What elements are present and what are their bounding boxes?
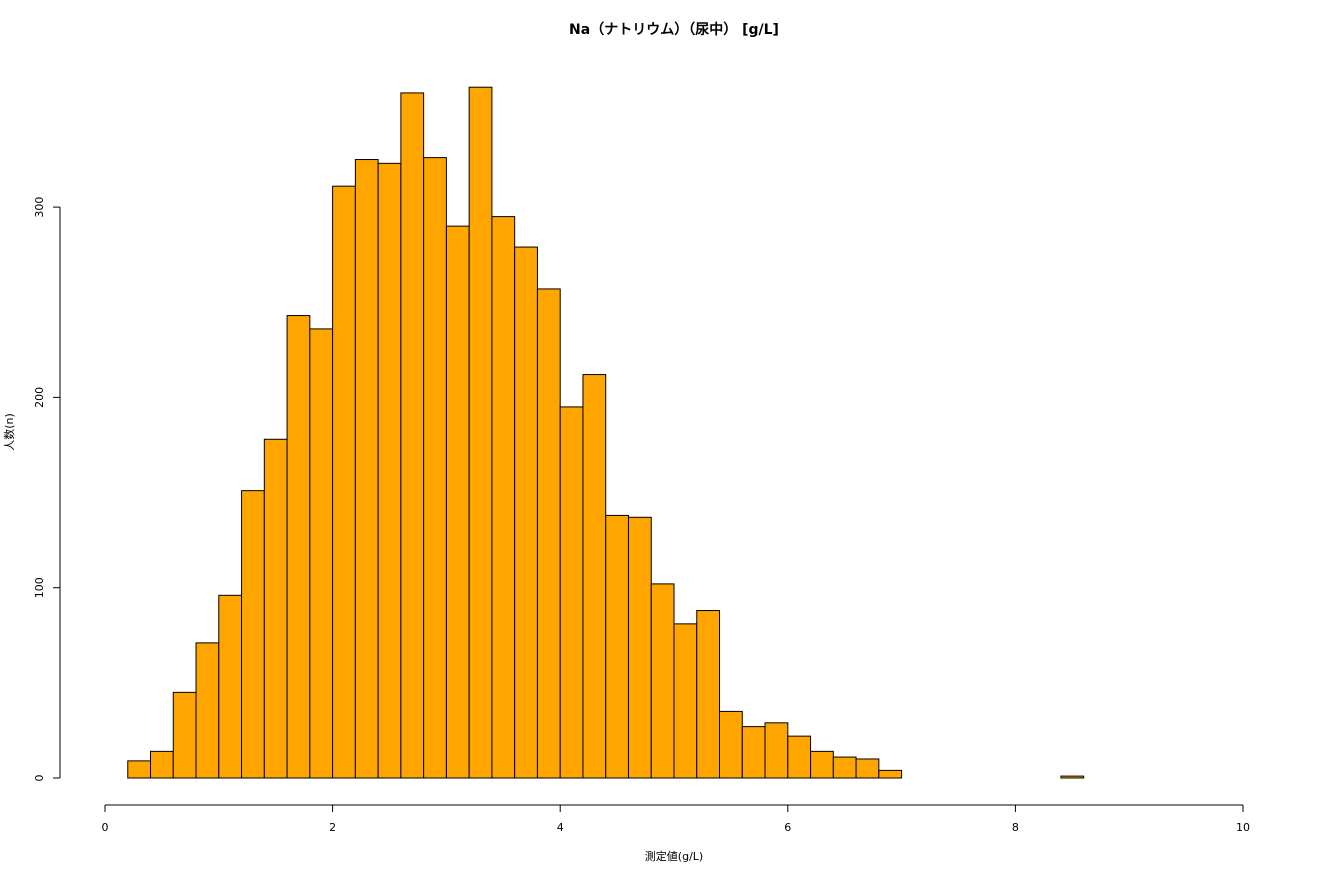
- bar: [582, 374, 607, 779]
- bar: [377, 162, 402, 779]
- bar: [559, 406, 584, 779]
- bar: [878, 769, 903, 779]
- bar: [241, 490, 265, 779]
- bar: [150, 750, 174, 779]
- bar: [468, 86, 493, 779]
- bar: [719, 710, 743, 779]
- bar: [491, 216, 516, 779]
- x-tick-label: 6: [784, 821, 791, 834]
- bar: [514, 246, 538, 779]
- bar: [855, 758, 880, 779]
- y-axis-label: 人数(n): [3, 413, 16, 451]
- chart-title: Na（ナトリウム）（尿中） [g/L]: [569, 21, 779, 38]
- bar: [332, 185, 356, 779]
- bar: [673, 623, 698, 779]
- bar: [445, 225, 470, 779]
- y-tick-label: 100: [33, 577, 46, 598]
- bar: [764, 722, 789, 779]
- bar: [354, 159, 379, 779]
- bar: [218, 594, 243, 779]
- x-tick-label: 2: [329, 821, 336, 834]
- bar: [423, 157, 447, 779]
- bar: [832, 756, 857, 779]
- bar: [787, 735, 812, 779]
- bar: [1060, 775, 1085, 779]
- bar: [627, 516, 652, 779]
- bar: [741, 726, 766, 779]
- bar: [810, 750, 834, 779]
- y-tick-label: 300: [33, 197, 46, 218]
- y-tick-label: 0: [33, 775, 46, 782]
- bar: [286, 315, 311, 779]
- x-axis-label: 測定値(g/L): [645, 849, 703, 863]
- bar: [605, 514, 629, 779]
- bar: [195, 642, 220, 779]
- bar: [127, 760, 152, 779]
- bar: [172, 691, 197, 779]
- x-tick-label: 4: [557, 821, 564, 834]
- bar: [309, 328, 334, 779]
- bar: [696, 610, 721, 779]
- bar: [536, 288, 561, 779]
- x-tick-label: 10: [1236, 821, 1250, 834]
- x-tick-label: 0: [102, 821, 109, 834]
- y-tick-label: 200: [33, 387, 46, 408]
- x-tick-label: 8: [1012, 821, 1019, 834]
- bar: [263, 438, 288, 779]
- bar: [650, 583, 675, 779]
- bar: [400, 92, 425, 779]
